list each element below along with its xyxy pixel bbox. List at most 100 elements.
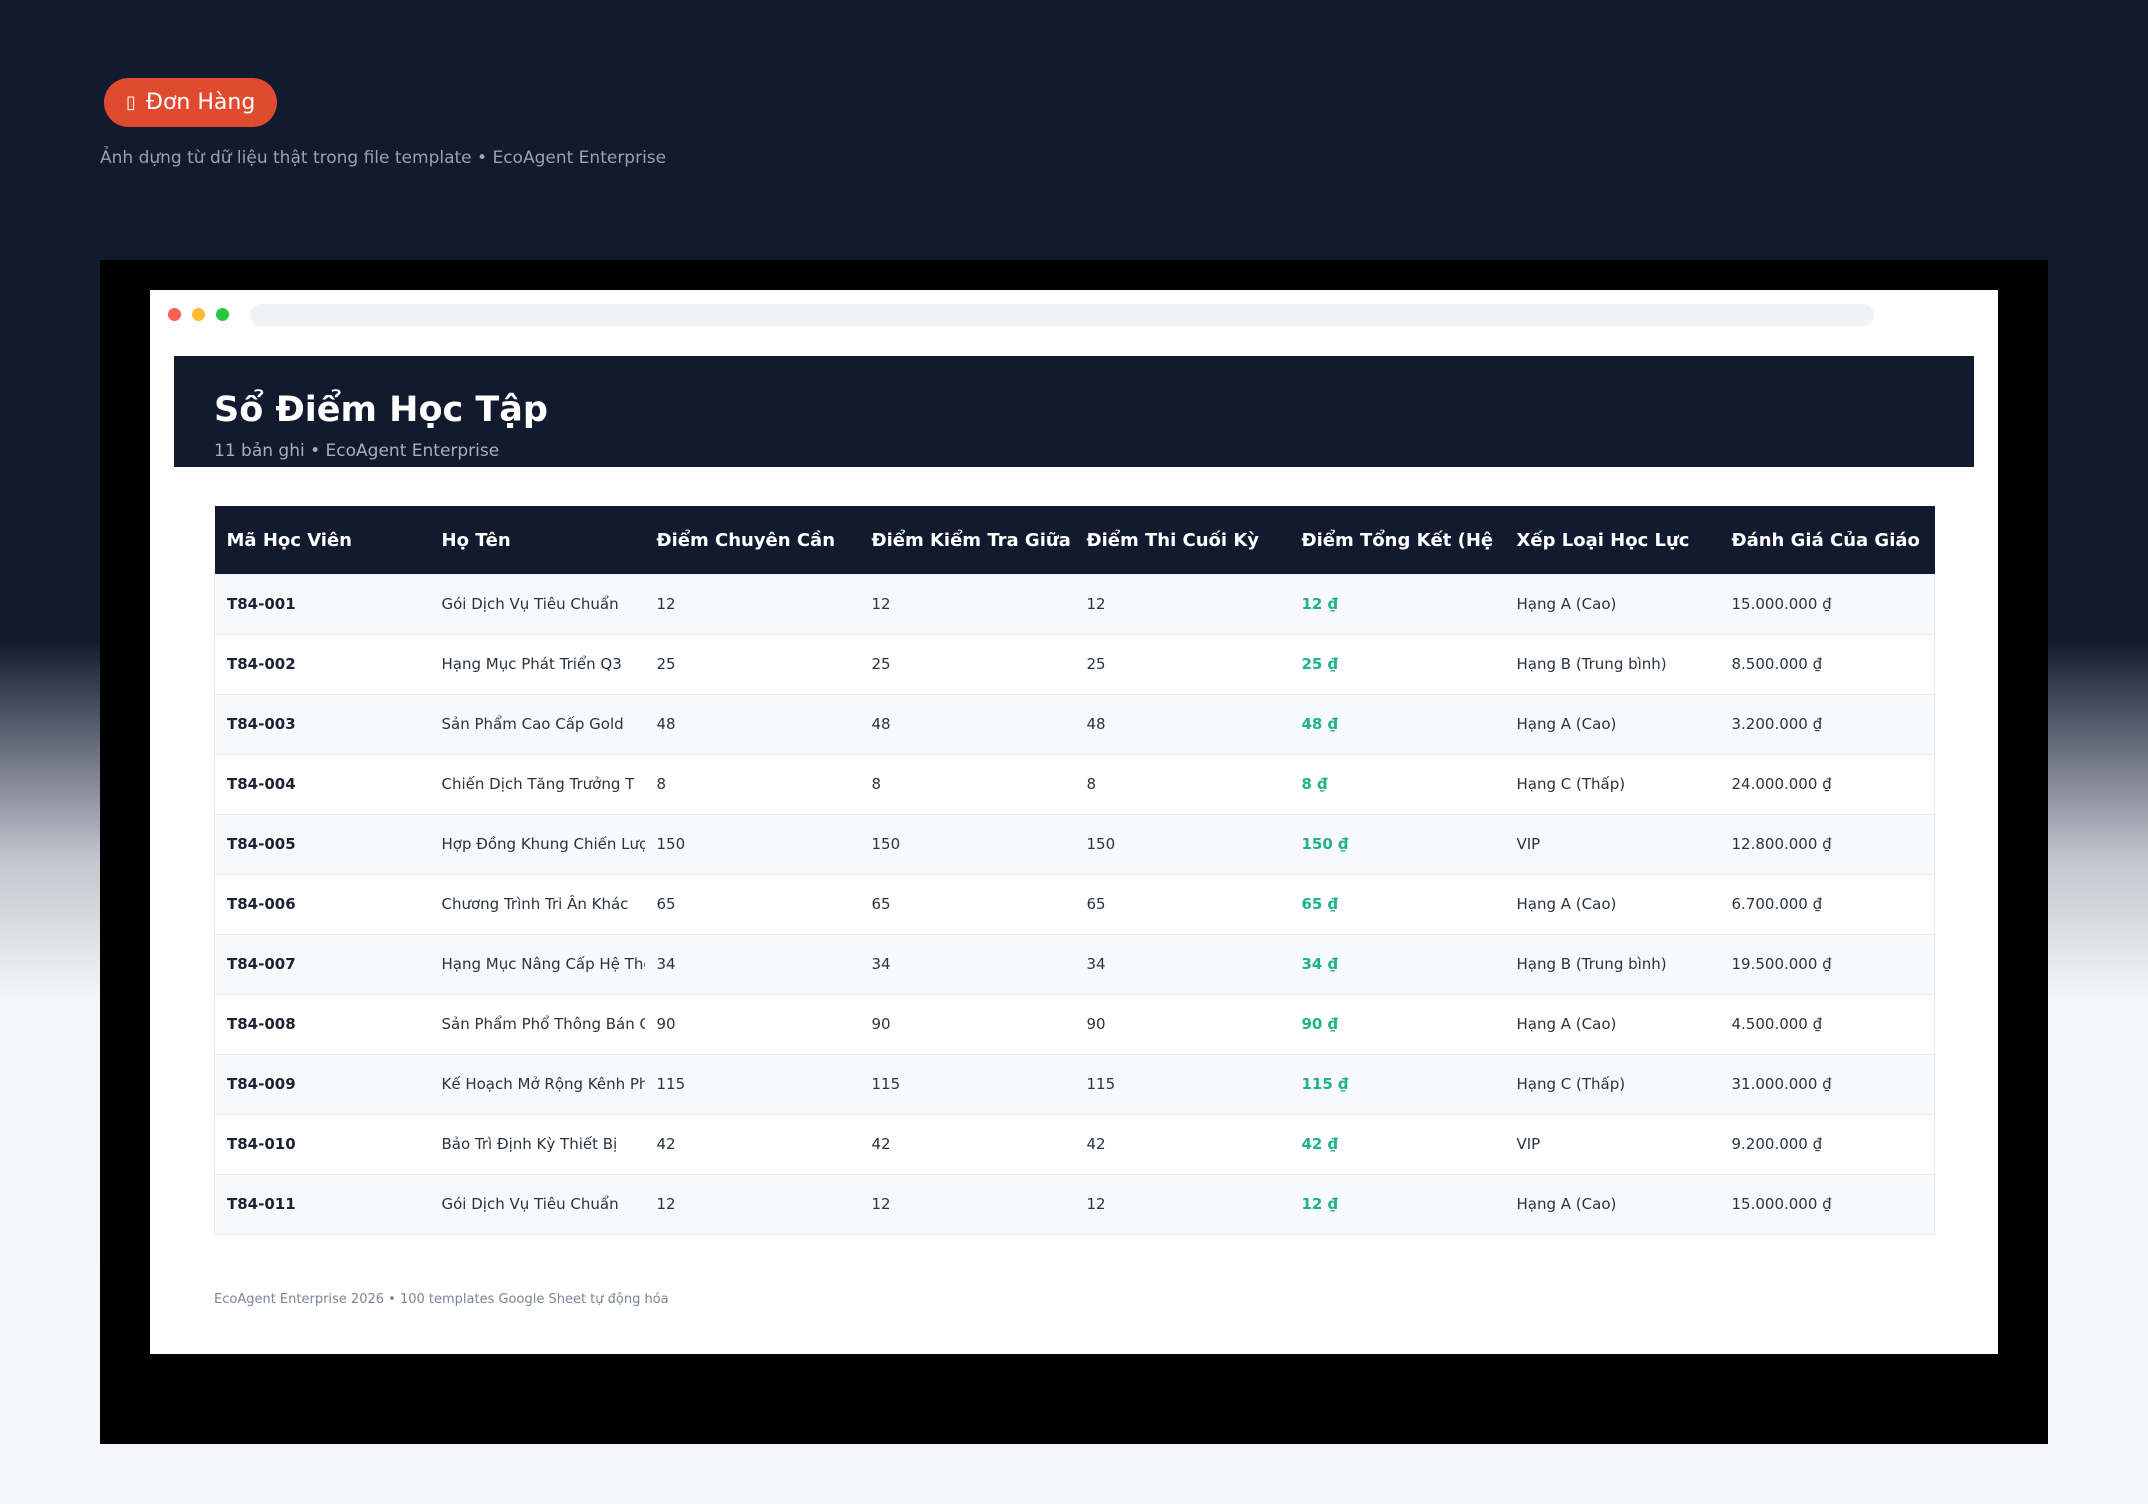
window-chrome [150, 290, 1998, 338]
column-header[interactable]: Điểm Chuyên Cần [656, 529, 836, 551]
column-header[interactable]: Điểm Tổng Kết (Hệ [1301, 529, 1494, 551]
table-row[interactable]: T84-010 Bảo Trì Định Kỳ Thiết Bị 42 42 42 42 … [214, 1114, 1935, 1174]
column-header[interactable]: Điểm Kiểm Tra Giữa [871, 529, 1071, 551]
table-cell: 90 [1086, 1015, 1106, 1033]
footer-text: EcoAgent Enterprise 2026 • 100 templates… [214, 1292, 669, 1307]
table-cell: 4.500.000 ₫ [1731, 1015, 1823, 1033]
cart-icon: ▯ [126, 92, 136, 113]
table-cell: 25 ₫ [1301, 655, 1339, 673]
table-cell: 24.000.000 ₫ [1731, 775, 1832, 793]
table-row[interactable]: T84-009 Kế Hoạch Mở Rộng Kênh Ph 115 115 115… [214, 1054, 1935, 1114]
table-cell: 150 [1086, 835, 1116, 853]
table-cell: Hạng Mục Nâng Cấp Hệ Thố [441, 955, 645, 973]
table-row[interactable]: T84-003 Sản Phẩm Cao Cấp Gold 48 48 48 48 ₫ Hạ… [214, 694, 1935, 754]
column-header[interactable]: Điểm Thi Cuối Kỳ [1086, 529, 1260, 551]
table-cell: 6.700.000 ₫ [1731, 895, 1823, 913]
table-cell: Hợp Đồng Khung Chiến Lượ [441, 835, 645, 853]
table-cell: VIP [1516, 1135, 1541, 1153]
table-cell: 150 [871, 835, 901, 853]
table-row[interactable]: T84-004 Chiến Dịch Tăng Trưởng T 8 8 8 8 ₫ Hạn… [214, 754, 1935, 814]
sheet-meta: 11 bản ghi • EcoAgent Enterprise [214, 441, 500, 461]
sheet-header: Sổ Điểm Học Tập 11 bản ghi • EcoAgent En… [174, 356, 1974, 467]
table-cell: 65 ₫ [1301, 895, 1339, 913]
column-header[interactable]: Mã Học Viên [226, 529, 353, 551]
table-cell: 31.000.000 ₫ [1731, 1075, 1832, 1093]
table-cell: 12 [656, 594, 676, 613]
table-cell: 42 ₫ [1301, 1135, 1339, 1153]
table-cell: Hạng B (Trung bình) [1516, 655, 1667, 673]
table-cell: 12 [871, 594, 891, 613]
table-cell: Hạng C (Thấp) [1516, 1075, 1626, 1093]
table-cell: 9.200.000 ₫ [1731, 1135, 1823, 1153]
table-row[interactable]: T84-006 Chương Trình Tri Ân Khác 65 65 65 65 … [214, 874, 1935, 934]
table-cell: 90 [656, 1015, 676, 1033]
maximize-window-dot[interactable] [216, 308, 229, 321]
table-header-row: Mã Học Viên Họ Tên Điểm Chuyên Cần Điểm Kiể… [214, 506, 1935, 574]
table-cell: 25 [656, 655, 676, 673]
table-cell: 150 ₫ [1301, 835, 1349, 853]
close-window-dot[interactable] [168, 308, 181, 321]
table-cell: 42 [1086, 1135, 1106, 1153]
table-row[interactable]: T84-001 Gói Dịch Vụ Tiêu Chuẩn 12 12 12 12 ₫ H… [214, 574, 1935, 634]
address-bar[interactable] [250, 304, 1874, 326]
table-cell: Hạng A (Cao) [1516, 1195, 1617, 1213]
table-cell: 8 [656, 775, 667, 793]
table-cell: Hạng A (Cao) [1516, 594, 1617, 613]
sheet-title: Sổ Điểm Học Tập [214, 390, 548, 430]
table-cell: T84-004 [227, 775, 296, 793]
table-row[interactable]: T84-005 Hợp Đồng Khung Chiến Lượ 150 150 150… [214, 814, 1935, 874]
table-cell: 90 [871, 1015, 891, 1033]
table-cell: 19.500.000 ₫ [1731, 955, 1832, 973]
table-cell: 12 [1086, 1195, 1106, 1213]
table-cell: T84-008 [227, 1015, 296, 1033]
table-cell: Hạng A (Cao) [1516, 895, 1617, 913]
table-cell: 65 [1086, 895, 1106, 913]
table-cell: 34 [871, 955, 891, 973]
table-cell: 3.200.000 ₫ [1731, 715, 1823, 733]
category-badge[interactable]: ▯ Đơn Hàng [104, 78, 278, 127]
table-cell: Hạng A (Cao) [1516, 1015, 1617, 1033]
table-cell: 48 [656, 715, 676, 733]
table-cell: Bảo Trì Định Kỳ Thiết Bị [441, 1135, 618, 1153]
table-cell: Sản Phẩm Phổ Thông Bán C [441, 1015, 645, 1033]
table-cell: T84-003 [227, 715, 296, 733]
table-cell: T84-011 [227, 1195, 296, 1213]
column-header[interactable]: Đánh Giá Của Giáo [1731, 529, 1920, 551]
table-cell: T84-001 [227, 594, 296, 613]
browser-window: Sổ Điểm Học Tập 11 bản ghi • EcoAgent En… [150, 290, 1998, 1354]
table-cell: 25 [871, 655, 891, 673]
page-subtitle: Ảnh dựng từ dữ liệu thật trong file temp… [100, 148, 667, 168]
grades-table: Mã Học Viên Họ Tên Điểm Chuyên Cần Điểm Kiể… [214, 506, 1935, 1235]
table-cell: 150 [656, 835, 686, 853]
table-cell: 48 ₫ [1301, 715, 1339, 733]
table-cell: 48 [871, 715, 891, 733]
table-cell: 12 [1086, 594, 1106, 613]
table-cell: 115 ₫ [1301, 1075, 1349, 1093]
table-row[interactable]: T84-007 Hạng Mục Nâng Cấp Hệ Thố 34 34 34 34 … [214, 934, 1935, 994]
table-cell: Hạng B (Trung bình) [1516, 955, 1667, 973]
table-cell: 34 [1086, 955, 1106, 973]
table-row[interactable]: T84-002 Hạng Mục Phát Triển Q3 25 25 25 25 ₫ H… [214, 634, 1935, 694]
table-row[interactable]: T84-011 Gói Dịch Vụ Tiêu Chuẩn 12 12 12 12 ₫ H… [214, 1174, 1935, 1234]
table-cell: 34 [656, 955, 676, 973]
table-body: T84-001 Gói Dịch Vụ Tiêu Chuẩn 12 12 12 12 ₫ H… [214, 574, 1935, 1234]
table-cell: 12.800.000 ₫ [1731, 835, 1832, 853]
table-cell: 42 [656, 1135, 676, 1153]
table-cell: 48 [1086, 715, 1106, 733]
column-header[interactable]: Xếp Loại Học Lực [1516, 529, 1690, 551]
table-cell: 15.000.000 ₫ [1731, 594, 1832, 613]
table-cell: 12 [871, 1195, 891, 1213]
table-cell: T84-002 [227, 655, 296, 673]
table-cell: Hạng A (Cao) [1516, 715, 1617, 733]
table-cell: 12 [656, 1195, 676, 1213]
table-cell: 115 [871, 1075, 901, 1093]
minimize-window-dot[interactable] [192, 308, 205, 321]
column-header[interactable]: Họ Tên [441, 529, 511, 551]
table-cell: 8 [1086, 775, 1097, 793]
table-cell: Gói Dịch Vụ Tiêu Chuẩn [441, 594, 619, 613]
table-cell: 115 [1086, 1075, 1116, 1093]
table-cell: 90 ₫ [1301, 1015, 1339, 1033]
table-row[interactable]: T84-008 Sản Phẩm Phổ Thông Bán C 90 90 90 90 … [214, 994, 1935, 1054]
table-cell: VIP [1516, 835, 1541, 853]
table-cell: 65 [656, 895, 676, 913]
